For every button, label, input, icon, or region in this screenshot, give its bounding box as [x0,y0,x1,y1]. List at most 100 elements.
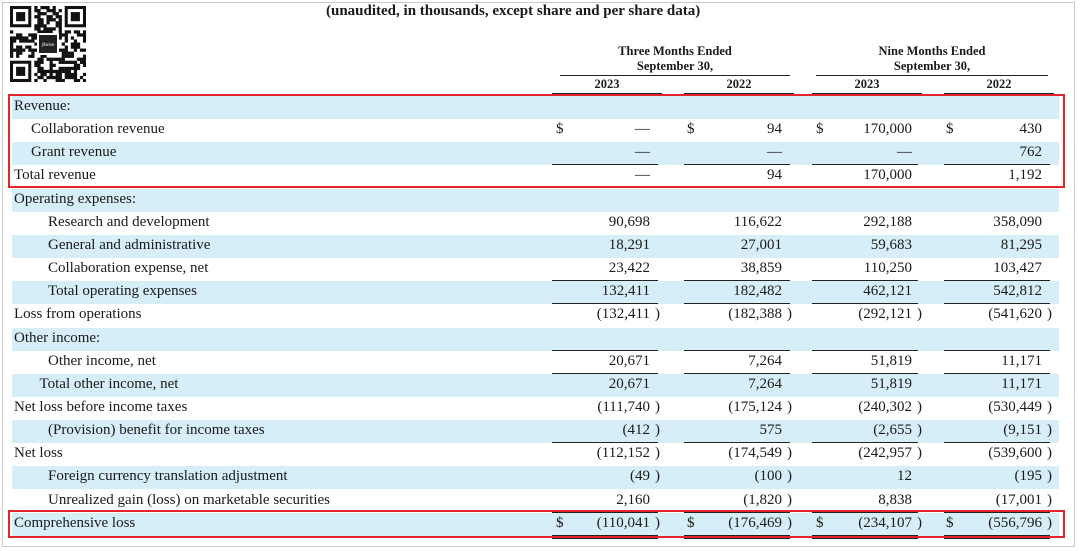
total-rule [684,164,790,166]
row-label: Grant revenue [31,144,117,161]
total-rule [552,511,658,513]
cell-value: (234,107 [858,514,912,531]
cell-value: 12 [897,468,912,485]
close-paren: ) [917,445,922,462]
cell-value: 20,671 [608,352,650,369]
dollar-sign: $ [556,121,564,138]
row-label: General and administrative [48,236,211,253]
row-loss-from-operations: Loss from operations (132,411) (182,388) (2… [12,304,1059,327]
cell-value: (175,124 [728,398,782,415]
total-rule [944,280,1050,282]
cell-value: (1,820 [743,491,782,508]
cell-value: 358,090 [993,213,1042,230]
total-rule [552,442,658,444]
row-unrealized-gain-loss-on-marketable-securities: Unrealized gain (loss) on marketable sec… [12,490,1059,513]
row-other-income: Other income: [12,327,1059,351]
cell-value: (182,388 [728,306,782,323]
cell-value: (174,549 [728,445,782,462]
close-paren: ) [1047,445,1052,462]
close-paren: ) [1047,398,1052,415]
total-rule [684,511,790,513]
three-months-header: Three Months Ended September 30, [560,44,790,74]
close-paren: ) [655,398,660,415]
qr-code-icon: Jitwise [10,6,86,82]
cell-value: 90,698 [608,213,650,230]
close-paren: ) [655,306,660,323]
total-rule [812,537,918,539]
total-rule [944,372,1050,374]
cell-value: 7,264 [748,352,782,369]
row-foreign-currency-translation-adjustment: Foreign currency translation adjustment (… [12,466,1059,490]
close-paren: ) [917,306,922,323]
cell-value: 7,264 [748,375,782,392]
cell-value: 59,683 [870,236,912,253]
row-label: Revenue: [14,98,71,114]
close-paren: ) [1047,306,1052,323]
total-rule [552,164,658,166]
row-label: Collaboration expense, net [48,260,209,277]
total-rule [684,372,790,374]
close-paren: ) [655,514,660,531]
row-label: Total revenue [14,167,96,184]
cell-value: (412 [622,422,651,439]
total-rule [812,303,918,305]
cell-value: 542,812 [993,283,1042,300]
cell-value: (242,957 [858,445,912,462]
nine-months-header-line2: September 30, [893,59,971,73]
cell-value: — [635,121,650,138]
total-rule [812,442,918,444]
row-label: Research and development [48,213,210,230]
nine-months-header-line1: Nine Months Ended [878,44,986,58]
year-header-rule-4 [944,93,1054,94]
cell-value: 51,819 [870,352,912,369]
cell-value: 51,819 [870,375,912,392]
total-rule [944,442,1050,444]
nine-months-header-rule [816,75,1048,76]
year-header-9m-2023: 2023 [854,77,880,91]
close-paren: ) [787,468,792,485]
cell-value: 110,250 [863,260,912,277]
year-header-rule-3 [812,93,922,94]
cell-value: (110,041 [596,514,650,531]
cell-value: 1,192 [1008,167,1042,184]
cell-value: 116,622 [733,213,782,230]
cell-value: (112,152 [596,445,650,462]
close-paren: ) [1047,491,1052,508]
dollar-sign: $ [687,514,695,531]
total-rule [684,303,790,305]
cell-value: (100 [754,468,783,485]
year-header-q-2023: 2023 [594,77,620,91]
cell-value: 430 [1019,121,1043,138]
cell-value: (530,449 [988,398,1042,415]
total-rule [944,303,1050,305]
row-general-and-administrative: General and administrative 18,291 27,001 59… [12,234,1059,258]
year-header-rule-2 [684,93,794,94]
cell-value: 462,121 [863,283,912,300]
dollar-sign: $ [946,121,954,138]
cell-value: (292,121 [858,306,912,323]
cell-value: (556,796 [988,514,1042,531]
year-header-rule-1 [552,93,662,94]
total-rule [552,537,658,539]
row-label: Comprehensive loss [14,514,136,531]
total-rule [684,534,790,536]
row-label: Unrealized gain (loss) on marketable sec… [48,491,330,508]
cell-value: (49 [630,468,650,485]
row-total-operating-expenses: Total operating expenses 132,411 182,482 46… [12,281,1059,305]
close-paren: ) [787,306,792,323]
close-paren: ) [655,422,660,439]
total-rule [812,534,918,536]
row-net-loss: Net loss (112,152) (174,549) (242,957) (539,… [12,443,1059,466]
close-paren: ) [1047,514,1052,531]
cell-value: 292,188 [863,213,912,230]
cell-value: (132,411 [596,306,650,323]
total-rule [812,372,918,374]
row-provision-benefit-for-income-taxes: (Provision) benefit for income taxes (412… [12,420,1059,444]
total-rule [944,164,1050,166]
cell-value: 170,000 [863,167,912,184]
cell-value: 11,171 [1001,352,1042,369]
cell-value: (240,302 [858,398,912,415]
svg-text:Jitwise: Jitwise [41,42,55,47]
row-comprehensive-loss: Comprehensive loss $ (110,041) $ (176,469) $ (… [12,512,1059,536]
cell-value: 182,482 [733,283,782,300]
